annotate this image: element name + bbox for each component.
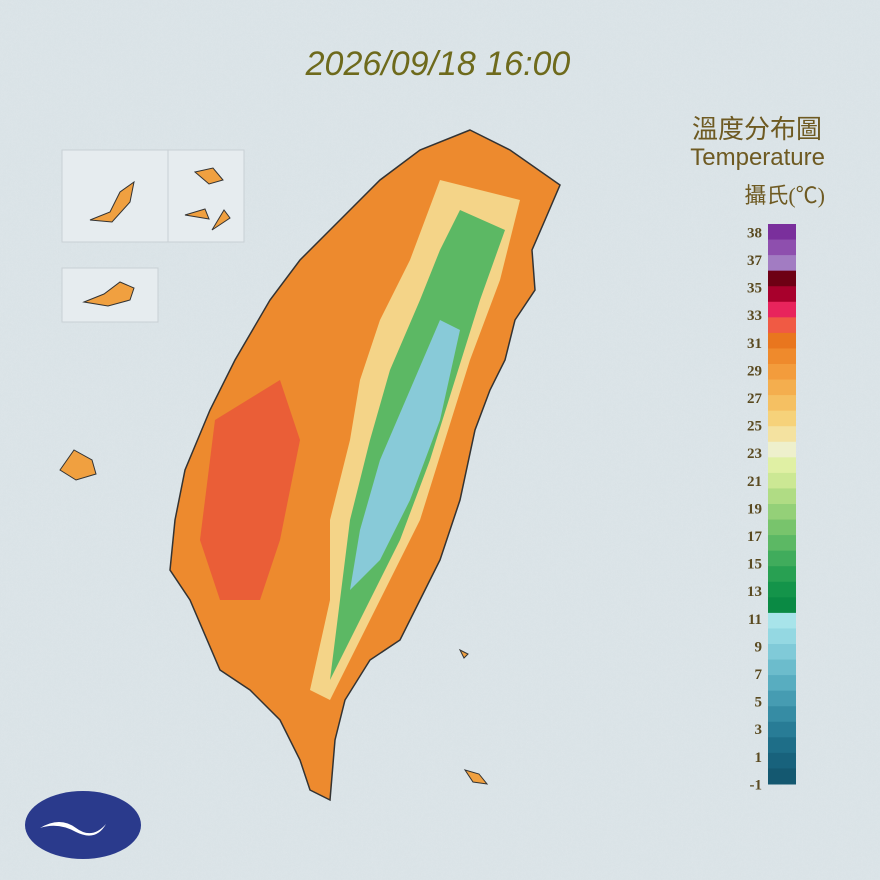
taiwan-map	[169, 129, 561, 802]
legend-tick-label: 37	[747, 253, 763, 269]
color-segment	[768, 628, 796, 645]
legend-tick-label: 13	[747, 584, 762, 600]
color-segment	[768, 270, 796, 287]
color-segment	[768, 239, 796, 256]
color-segment	[768, 752, 796, 769]
color-segment	[768, 504, 796, 521]
color-segment	[768, 566, 796, 583]
color-segment	[768, 317, 796, 334]
color-segment	[768, 286, 796, 303]
color-segment	[768, 395, 796, 412]
legend-tick-label: 15	[747, 557, 762, 573]
color-segment	[768, 441, 796, 458]
legend-tick-label: 29	[747, 363, 762, 379]
color-segment	[768, 301, 796, 318]
color-segment	[768, 768, 796, 785]
color-segment	[768, 612, 796, 629]
color-segment	[768, 348, 796, 365]
color-segment	[768, 597, 796, 614]
color-segment	[768, 379, 796, 396]
legend-tick-label: -1	[750, 777, 763, 793]
color-segment	[768, 255, 796, 272]
timestamp: 2026/09/18 16:00	[305, 45, 571, 83]
legend-tick-label: 11	[748, 612, 762, 628]
color-segment	[768, 410, 796, 427]
color-segment	[768, 721, 796, 738]
color-segment	[768, 364, 796, 381]
color-segment	[768, 644, 796, 661]
color-segment	[768, 550, 796, 567]
color-segment	[768, 690, 796, 707]
legend-tick-label: 9	[755, 639, 763, 655]
legend-tick-label: 21	[747, 474, 762, 490]
legend-tick-label: 17	[747, 529, 763, 545]
legend-tick-label: 19	[747, 501, 762, 517]
inset-islands	[59, 149, 489, 785]
legend-subtitle: Temperature	[690, 144, 825, 171]
color-segment	[768, 457, 796, 474]
color-segment	[768, 706, 796, 723]
color-segment	[768, 675, 796, 692]
legend-tick-label: 3	[755, 722, 763, 738]
color-segment	[768, 224, 796, 241]
color-segment	[768, 472, 796, 489]
logo	[25, 791, 141, 859]
legend-title: 溫度分布圖	[692, 115, 822, 144]
legend-tick-label: 31	[747, 336, 762, 352]
color-segment	[768, 737, 796, 754]
legend-tick-label: 38	[747, 225, 762, 241]
legend-unit: 攝氏(℃)	[744, 183, 825, 208]
color-segment	[768, 659, 796, 676]
legend-tick-label: 7	[755, 667, 763, 683]
legend-tick-label: 33	[747, 308, 762, 324]
color-segment	[768, 519, 796, 536]
legend-tick-label: 25	[747, 419, 762, 435]
legend-tick-label: 27	[747, 391, 763, 407]
legend-tick-label: 35	[747, 281, 762, 297]
color-segment	[768, 535, 796, 552]
color-segment	[768, 488, 796, 505]
legend-tick-label: 1	[755, 750, 763, 766]
legend-tick-label: 5	[755, 695, 763, 711]
color-segment	[768, 581, 796, 598]
color-segment	[768, 332, 796, 349]
legend-tick-label: 23	[747, 446, 762, 462]
color-segment	[768, 426, 796, 443]
